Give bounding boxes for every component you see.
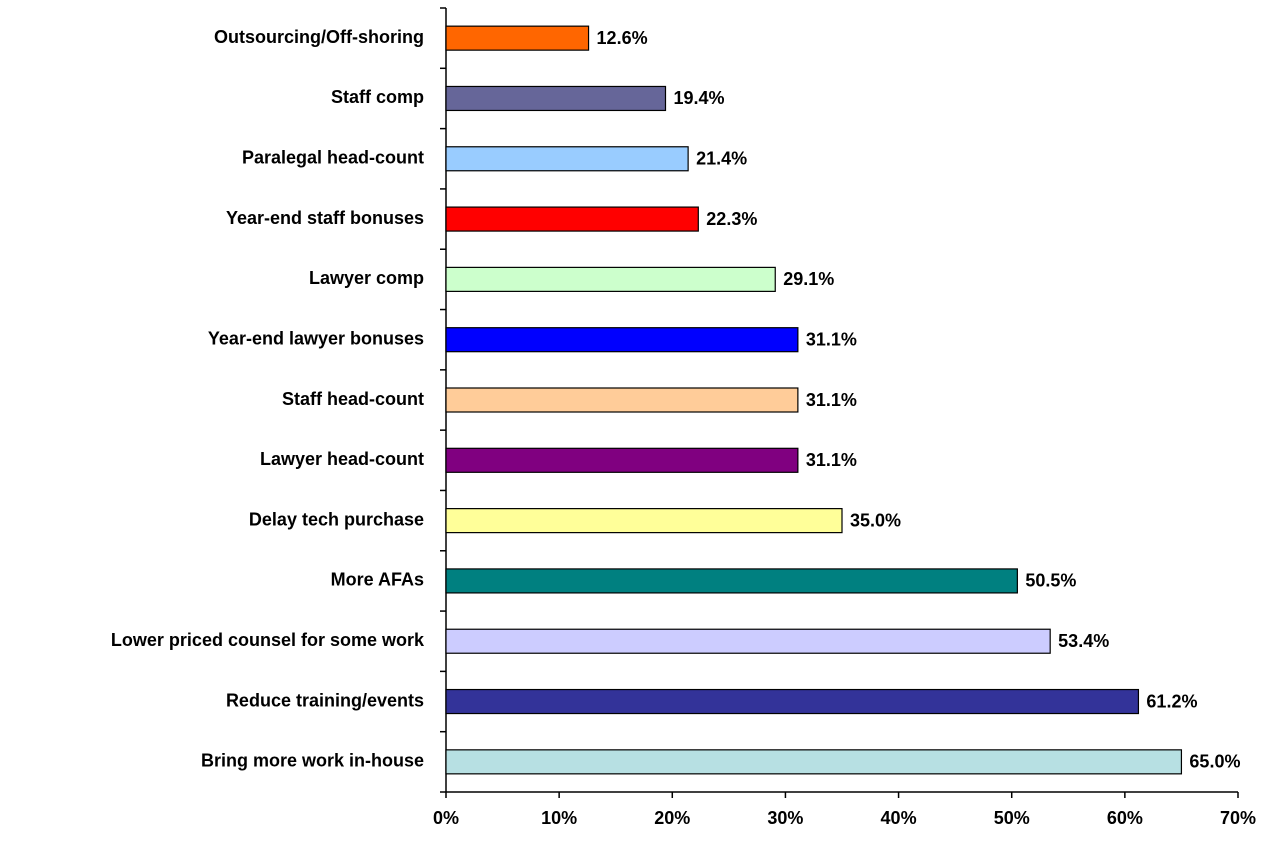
bar (445, 25, 590, 51)
y-tick-label: More AFAs (331, 570, 424, 590)
bar (445, 688, 1140, 715)
y-tick-label: Delay tech purchase (249, 509, 424, 529)
x-tick-label: 10% (541, 808, 577, 828)
y-tick-label: Lawyer comp (309, 268, 424, 288)
y-tick-label: Paralegal head-count (242, 148, 424, 168)
bar (445, 327, 799, 353)
x-tick-label: 0% (433, 808, 459, 828)
bar (445, 85, 667, 112)
x-tick-label: 40% (881, 808, 917, 828)
value-label: 29.1% (783, 269, 834, 289)
bar (445, 508, 843, 534)
value-label: 31.1% (806, 450, 857, 470)
x-tick-label: 70% (1220, 808, 1256, 828)
y-tick-label: Reduce training/events (226, 690, 424, 710)
y-tick-label: Staff comp (331, 87, 424, 107)
y-tick-label: Lawyer head-count (260, 449, 424, 469)
bar (445, 568, 1018, 594)
value-label: 65.0% (1189, 752, 1240, 772)
bar (445, 146, 689, 172)
value-label: 50.5% (1025, 571, 1076, 591)
value-label: 31.1% (806, 390, 857, 410)
x-tick-label: 50% (994, 808, 1030, 828)
value-label: 61.2% (1146, 691, 1197, 711)
value-label: 35.0% (850, 510, 901, 530)
bar (445, 266, 776, 292)
y-tick-label: Bring more work in-house (201, 751, 424, 771)
y-tick-label: Year-end lawyer bonuses (208, 328, 424, 348)
bar (445, 387, 799, 413)
bar (445, 628, 1051, 654)
value-label: 21.4% (696, 149, 747, 169)
bar (445, 447, 799, 473)
value-label: 31.1% (806, 329, 857, 349)
value-label: 53.4% (1058, 631, 1109, 651)
bar (445, 206, 699, 232)
y-tick-label: Outsourcing/Off-shoring (214, 27, 424, 47)
y-tick-label: Year-end staff bonuses (226, 208, 424, 228)
x-tick-label: 30% (767, 808, 803, 828)
value-label: 22.3% (706, 209, 757, 229)
y-tick-label: Lower priced counsel for some work (111, 630, 425, 650)
x-tick-label: 20% (654, 808, 690, 828)
x-tick-label: 60% (1107, 808, 1143, 828)
value-label: 19.4% (673, 88, 724, 108)
value-label: 12.6% (597, 28, 648, 48)
bar (445, 749, 1183, 775)
y-tick-label: Staff head-count (282, 389, 424, 409)
